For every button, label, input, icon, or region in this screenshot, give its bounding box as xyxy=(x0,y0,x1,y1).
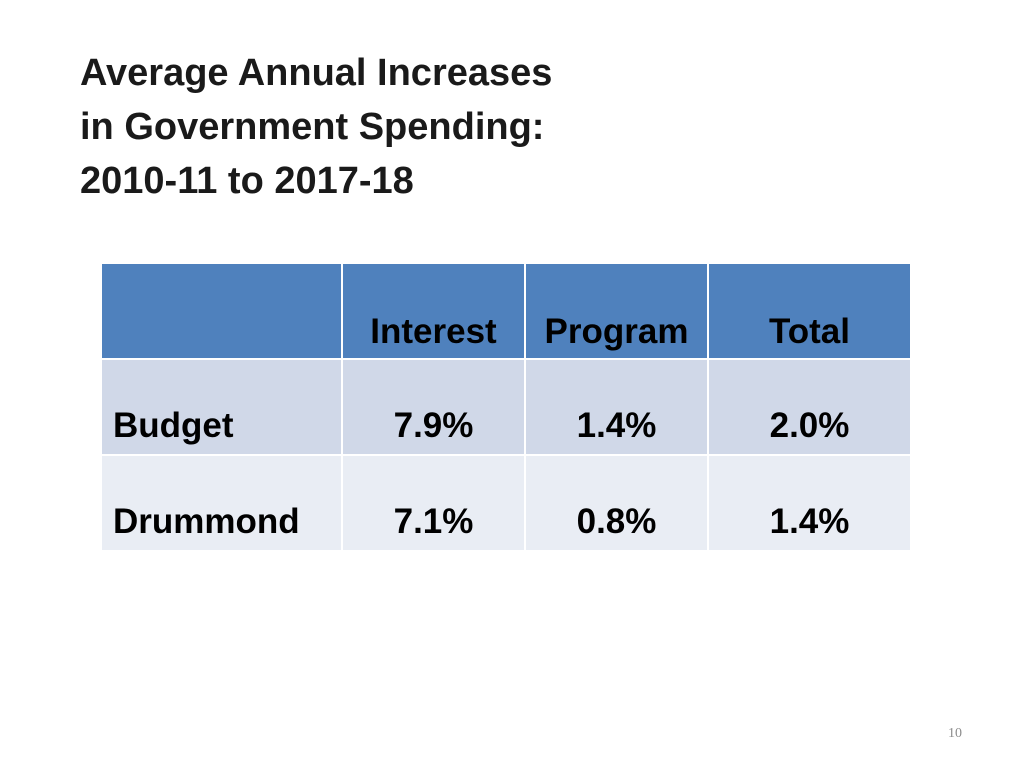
header-total: Total xyxy=(707,262,912,360)
row-label: Drummond xyxy=(100,454,343,552)
cell-interest: 7.1% xyxy=(341,454,526,552)
spending-table: Interest Program Total Budget 7.9% 1.4% … xyxy=(100,262,912,552)
table-body: Budget 7.9% 1.4% 2.0% Drummond 7.1% 0.8%… xyxy=(100,358,912,552)
title-line: 2010-11 to 2017-18 xyxy=(80,160,414,202)
table-header: Interest Program Total xyxy=(100,262,912,360)
cell-total: 2.0% xyxy=(707,358,912,456)
cell-program: 1.4% xyxy=(524,358,709,456)
header-program: Program xyxy=(524,262,709,360)
cell-interest: 7.9% xyxy=(341,358,526,456)
cell-total: 1.4% xyxy=(707,454,912,552)
slide-title: Average Annual Increases in Government S… xyxy=(80,46,552,208)
header-interest: Interest xyxy=(341,262,526,360)
cell-program: 0.8% xyxy=(524,454,709,552)
header-row: Interest Program Total xyxy=(100,262,912,360)
title-line: Average Annual Increases xyxy=(80,52,553,94)
row-label: Budget xyxy=(100,358,343,456)
title-line: in Government Spending: xyxy=(80,106,545,148)
table-row-budget: Budget 7.9% 1.4% 2.0% xyxy=(100,358,912,456)
table-row-drummond: Drummond 7.1% 0.8% 1.4% xyxy=(100,454,912,552)
page-number: 10 xyxy=(948,726,962,741)
header-corner-cell xyxy=(100,262,343,360)
